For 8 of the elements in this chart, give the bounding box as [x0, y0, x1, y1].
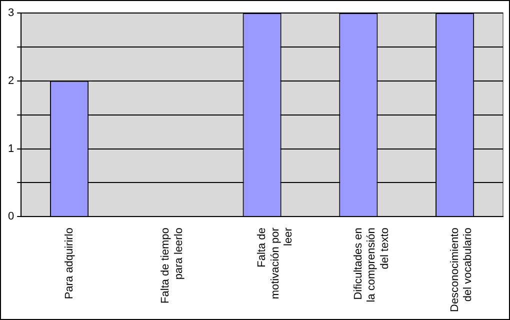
x-tick-label: Falta de motivación por leer [256, 227, 294, 300]
y-tick-label: 2 [8, 74, 14, 87]
x-tick-label: Falta de tiempo para leerlo [160, 228, 185, 304]
x-tick-label: Dificultades en la comprensión del texto [352, 228, 391, 302]
x-tick-label: Para adquirirlo [63, 228, 76, 300]
y-tick-label: 1 [8, 142, 14, 155]
y-tick-label: 3 [8, 7, 14, 20]
y-tick-label: 0 [8, 210, 14, 223]
